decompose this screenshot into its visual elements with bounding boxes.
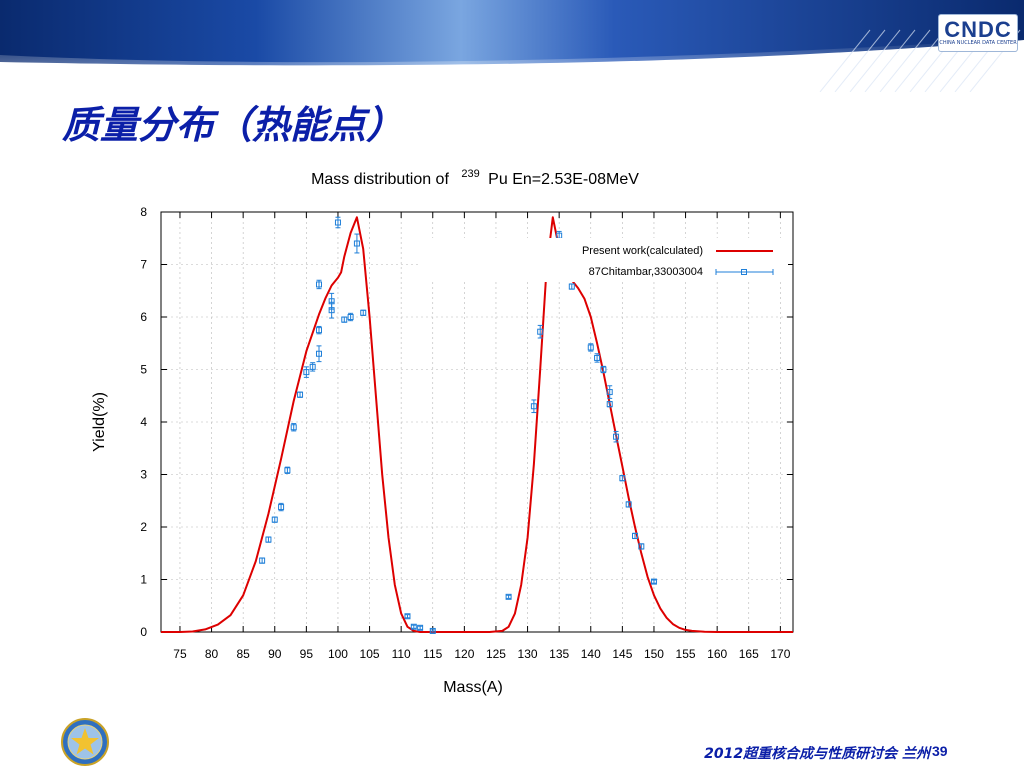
exp-data-point bbox=[297, 391, 304, 398]
exp-data-point bbox=[625, 501, 632, 508]
grid bbox=[161, 211, 793, 633]
exp-data-point bbox=[650, 578, 657, 585]
x-tick-label: 150 bbox=[644, 647, 664, 661]
conference-seal-icon bbox=[61, 718, 109, 766]
x-tick-label: 155 bbox=[676, 647, 696, 661]
x-tick-label: 75 bbox=[173, 647, 187, 661]
x-tick-label: 140 bbox=[581, 647, 601, 661]
exp-data-point bbox=[429, 627, 436, 634]
x-tick-label: 115 bbox=[423, 647, 442, 661]
exp-data-point bbox=[587, 344, 594, 351]
exp-data-point bbox=[505, 593, 512, 600]
y-tick-label: 1 bbox=[140, 573, 147, 587]
chart-title-prefix: Mass distribution of bbox=[311, 171, 449, 188]
cndc-logo: CNDC CHINA NUCLEAR DATA CENTER bbox=[938, 14, 1018, 52]
y-axis-label: Yield(%) bbox=[91, 392, 108, 452]
exp-data-point bbox=[316, 327, 322, 334]
axis-ticks: 75 80 85 90 95 100 105 110 115 120 125 130 135 140 145… bbox=[140, 205, 793, 661]
exp-data-point bbox=[594, 354, 601, 361]
y-tick-label: 2 bbox=[140, 520, 147, 534]
chart-title-superscript: 239 bbox=[461, 168, 479, 180]
exp-data-point bbox=[278, 504, 285, 511]
exp-data-point bbox=[410, 623, 417, 630]
exp-data-point bbox=[606, 401, 613, 408]
exp-data-point bbox=[259, 557, 266, 564]
exp-data-point bbox=[328, 307, 335, 314]
exp-data-point bbox=[290, 424, 297, 431]
x-tick-label: 130 bbox=[518, 647, 538, 661]
x-tick-label: 105 bbox=[360, 647, 380, 661]
x-tick-label: 125 bbox=[486, 647, 506, 661]
logo-subtitle: CHINA NUCLEAR DATA CENTER bbox=[939, 40, 1017, 46]
legend-label-calc: Present work(calculated) bbox=[582, 245, 703, 257]
x-tick-label: 95 bbox=[300, 647, 314, 661]
legend-swatch-exp-marker bbox=[741, 269, 747, 275]
x-tick-label: 85 bbox=[236, 647, 250, 661]
x-tick-label: 90 bbox=[268, 647, 282, 661]
y-tick-label: 7 bbox=[140, 258, 147, 272]
exp-data-point bbox=[360, 309, 367, 316]
x-tick-label: 110 bbox=[392, 647, 411, 661]
exp-data-point bbox=[537, 328, 544, 335]
exp-data-point bbox=[334, 219, 341, 226]
exp-data-point bbox=[316, 350, 322, 357]
x-axis-label: Mass(A) bbox=[443, 679, 503, 696]
x-tick-label: 135 bbox=[549, 647, 569, 661]
mass-distribution-chart: Mass distribution of 239 Pu En=2.53E-08M… bbox=[91, 164, 794, 696]
exp-data-point bbox=[404, 613, 411, 620]
logo-text: CNDC bbox=[944, 17, 1012, 42]
chart-title-suffix: Pu En=2.53E-08MeV bbox=[488, 171, 639, 188]
y-tick-label: 3 bbox=[140, 468, 147, 482]
exp-data-point bbox=[606, 389, 613, 396]
x-tick-label: 120 bbox=[454, 647, 474, 661]
legend-label-exp: 87Chitambar,33003004 bbox=[589, 266, 703, 278]
x-tick-label: 170 bbox=[770, 647, 790, 661]
exp-data-point bbox=[284, 467, 291, 474]
calculated-yield-line bbox=[161, 216, 793, 633]
x-tick-label: 80 bbox=[205, 647, 219, 661]
exp-data-point bbox=[530, 403, 537, 410]
x-tick-label: 160 bbox=[707, 647, 727, 661]
page-number: 39 bbox=[932, 743, 948, 759]
x-tick-label: 100 bbox=[328, 647, 348, 661]
x-tick-label: 145 bbox=[612, 647, 632, 661]
exp-data-point bbox=[619, 475, 626, 482]
exp-data-point bbox=[309, 363, 316, 370]
exp-data-point bbox=[613, 433, 620, 440]
footer-conference: 2012超重核合成与性质研讨会 兰州 bbox=[704, 746, 930, 762]
exp-data-point bbox=[632, 532, 638, 539]
legend: Present work(calculated) 87Chitambar,330… bbox=[582, 245, 774, 278]
exp-data-point bbox=[600, 366, 607, 373]
legend-background bbox=[418, 238, 788, 282]
exp-data-point bbox=[265, 536, 272, 543]
y-tick-label: 6 bbox=[140, 310, 147, 324]
header-banner bbox=[0, 0, 1024, 92]
x-tick-label: 165 bbox=[739, 647, 759, 661]
slide-title: 质量分布（热能点） bbox=[62, 103, 405, 147]
exp-data-point bbox=[417, 624, 424, 631]
exp-data-point bbox=[638, 543, 645, 550]
exp-data-point bbox=[347, 314, 354, 320]
exp-data-point bbox=[271, 516, 278, 523]
y-tick-label: 5 bbox=[140, 363, 147, 377]
y-tick-label: 0 bbox=[140, 625, 147, 639]
y-tick-label: 4 bbox=[140, 415, 147, 429]
exp-data-point bbox=[341, 316, 348, 323]
y-tick-label: 8 bbox=[140, 205, 147, 219]
chart-title: Mass distribution of 239 Pu En=2.53E-08M… bbox=[311, 164, 639, 188]
exp-data-point bbox=[568, 283, 575, 290]
exp-data-point bbox=[303, 369, 310, 376]
exp-data-point bbox=[316, 281, 322, 288]
exp-data-point bbox=[353, 240, 360, 247]
